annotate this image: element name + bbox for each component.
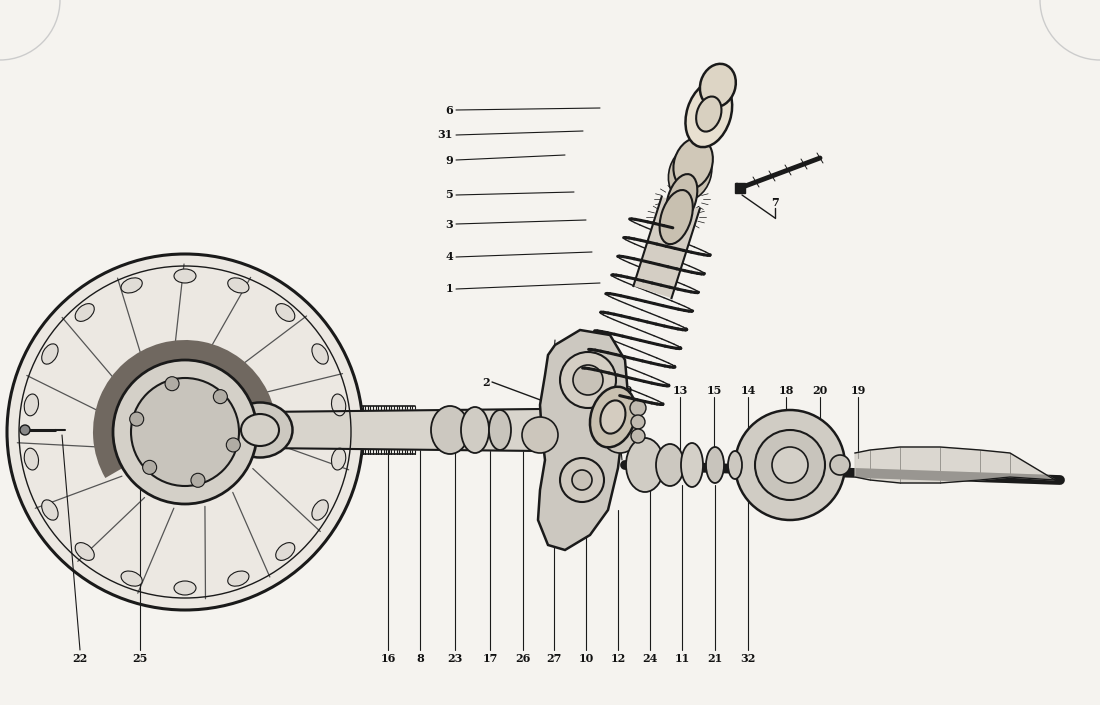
Ellipse shape: [681, 443, 703, 487]
Circle shape: [631, 429, 645, 443]
Text: 5: 5: [446, 190, 453, 200]
Text: 26: 26: [515, 653, 530, 663]
Circle shape: [213, 390, 228, 404]
Ellipse shape: [685, 81, 733, 147]
Circle shape: [130, 412, 144, 426]
Text: 2: 2: [483, 376, 490, 388]
Ellipse shape: [669, 146, 712, 200]
Text: 22: 22: [73, 653, 88, 663]
Text: 27: 27: [547, 653, 562, 663]
Text: 18: 18: [779, 384, 794, 396]
Ellipse shape: [42, 500, 58, 520]
Circle shape: [830, 455, 850, 475]
Ellipse shape: [331, 448, 345, 470]
Text: 28: 28: [617, 431, 632, 443]
Ellipse shape: [706, 447, 724, 483]
Ellipse shape: [228, 403, 293, 458]
Ellipse shape: [121, 571, 142, 586]
Ellipse shape: [121, 278, 142, 293]
Circle shape: [143, 460, 156, 474]
Circle shape: [522, 417, 558, 453]
Text: 31: 31: [438, 130, 453, 140]
Ellipse shape: [174, 581, 196, 595]
Circle shape: [20, 425, 30, 435]
Circle shape: [560, 458, 604, 502]
Ellipse shape: [331, 394, 345, 416]
Text: 6: 6: [446, 104, 453, 116]
Ellipse shape: [24, 394, 38, 416]
Text: 12: 12: [610, 653, 626, 663]
Ellipse shape: [431, 406, 469, 454]
Polygon shape: [538, 330, 628, 550]
Text: 29: 29: [617, 384, 632, 396]
Ellipse shape: [312, 500, 328, 520]
Circle shape: [191, 473, 205, 487]
Circle shape: [631, 415, 645, 429]
Text: 11: 11: [674, 653, 690, 663]
Ellipse shape: [601, 400, 626, 434]
Text: 14: 14: [740, 384, 756, 396]
Ellipse shape: [75, 304, 95, 321]
Text: 10: 10: [579, 653, 594, 663]
Circle shape: [735, 410, 845, 520]
Ellipse shape: [461, 407, 490, 453]
Text: 23: 23: [448, 653, 463, 663]
Ellipse shape: [312, 344, 328, 364]
Text: 32: 32: [740, 653, 756, 663]
Polygon shape: [260, 409, 540, 451]
Text: 17: 17: [482, 653, 497, 663]
Ellipse shape: [667, 174, 697, 224]
Circle shape: [131, 378, 239, 486]
Text: 30: 30: [617, 407, 632, 417]
Ellipse shape: [728, 451, 743, 479]
Circle shape: [602, 417, 638, 453]
Circle shape: [572, 470, 592, 490]
Circle shape: [772, 447, 808, 483]
Polygon shape: [634, 197, 700, 298]
Ellipse shape: [276, 543, 295, 560]
Text: 9: 9: [446, 154, 453, 166]
Ellipse shape: [590, 387, 636, 447]
Ellipse shape: [241, 414, 279, 446]
Text: 21: 21: [707, 653, 723, 663]
Text: 1: 1: [446, 283, 453, 295]
Ellipse shape: [660, 190, 693, 244]
Text: 19: 19: [850, 384, 866, 396]
Ellipse shape: [174, 269, 196, 283]
Ellipse shape: [276, 304, 295, 321]
Circle shape: [560, 352, 616, 408]
Ellipse shape: [656, 444, 684, 486]
Circle shape: [755, 430, 825, 500]
Ellipse shape: [75, 543, 95, 560]
Text: 13: 13: [672, 384, 688, 396]
Circle shape: [7, 254, 363, 610]
Ellipse shape: [228, 571, 249, 586]
Text: 3: 3: [446, 219, 453, 230]
Text: 20: 20: [813, 384, 827, 396]
Circle shape: [165, 376, 179, 391]
Ellipse shape: [700, 64, 736, 107]
Circle shape: [227, 438, 240, 452]
Ellipse shape: [673, 138, 713, 189]
Text: 25: 25: [132, 653, 147, 663]
Ellipse shape: [228, 278, 249, 293]
Polygon shape: [855, 447, 1055, 483]
Text: 7: 7: [771, 197, 779, 207]
Text: 15: 15: [706, 384, 722, 396]
Circle shape: [573, 365, 603, 395]
Text: 4: 4: [446, 252, 453, 262]
Ellipse shape: [490, 410, 512, 450]
Ellipse shape: [24, 448, 38, 470]
Circle shape: [113, 360, 257, 504]
Ellipse shape: [626, 438, 664, 492]
Circle shape: [630, 400, 646, 416]
Wedge shape: [94, 340, 277, 478]
Text: 8: 8: [416, 653, 424, 663]
Ellipse shape: [696, 97, 722, 132]
Text: 24: 24: [642, 653, 658, 663]
Ellipse shape: [42, 344, 58, 364]
Text: 16: 16: [381, 653, 396, 663]
